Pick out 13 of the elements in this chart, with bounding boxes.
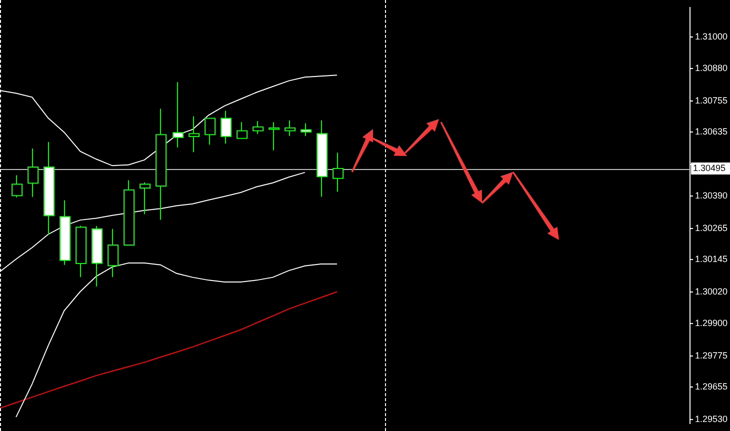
y-tick-label: 1.31000 bbox=[695, 32, 728, 42]
y-tick-label: 1.30880 bbox=[695, 62, 728, 73]
y-tick-label: 1.29655 bbox=[695, 382, 728, 392]
y-tick-label: 1.30390 bbox=[695, 190, 728, 200]
y-tick-label: 1.30020 bbox=[695, 286, 728, 297]
y-tick-label: 1.29900 bbox=[695, 318, 728, 328]
y-tick-label: 1.30755 bbox=[695, 95, 728, 106]
y-tick-label: 1.29530 bbox=[695, 414, 728, 424]
y-tick-label: 1.30145 bbox=[695, 254, 728, 264]
y-tick-label: 1.30265 bbox=[695, 222, 728, 233]
ref-line-label: 1.30495 bbox=[693, 163, 726, 173]
y-tick-label: 1.29775 bbox=[695, 350, 728, 360]
y-tick-label: 1.30635 bbox=[695, 126, 728, 137]
